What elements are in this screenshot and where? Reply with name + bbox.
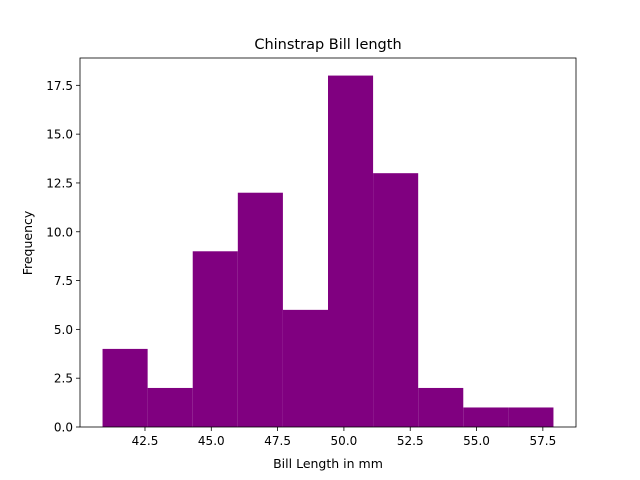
y-tick-label: 0.0 bbox=[54, 421, 73, 435]
x-tick-label: 42.5 bbox=[132, 434, 159, 448]
plot-frame bbox=[79, 57, 577, 428]
x-tick-label: 57.5 bbox=[529, 434, 556, 448]
histogram-bar bbox=[192, 251, 238, 427]
y-tick-label: 5.0 bbox=[54, 323, 73, 337]
x-axis-label: Bill Length in mm bbox=[273, 456, 383, 471]
y-tick-label: 17.5 bbox=[46, 79, 73, 93]
histogram-bar bbox=[328, 75, 374, 428]
y-tick-label: 2.5 bbox=[54, 372, 73, 386]
x-tick-label: 50.0 bbox=[331, 434, 358, 448]
histogram-bar bbox=[418, 387, 464, 427]
x-tick-label: 52.5 bbox=[397, 434, 424, 448]
histogram-bar bbox=[463, 407, 509, 427]
y-tick-label: 12.5 bbox=[46, 176, 73, 190]
y-axis-label: Frequency bbox=[20, 210, 35, 275]
y-ticks-group: 0.0 2.5 5.0 7.5 10.0 12.5 15.0 17.5 bbox=[46, 79, 80, 435]
x-tick-label: 47.5 bbox=[264, 434, 291, 448]
x-tick-label: 45.0 bbox=[198, 434, 225, 448]
histogram-bar bbox=[373, 173, 419, 427]
histogram-bar bbox=[102, 348, 148, 427]
x-ticks-group: 42.5 45.0 47.5 50.0 52.5 55.0 57.5 bbox=[132, 427, 556, 448]
y-tick-label: 15.0 bbox=[46, 128, 73, 142]
chart-title: Chinstrap Bill length bbox=[254, 37, 401, 53]
histogram-bar bbox=[147, 387, 193, 427]
bars-group bbox=[102, 75, 554, 428]
histogram-bar bbox=[237, 192, 283, 427]
y-tick-label: 7.5 bbox=[54, 274, 73, 288]
x-tick-label: 55.0 bbox=[463, 434, 490, 448]
y-tick-label: 10.0 bbox=[46, 225, 73, 239]
histogram-bar bbox=[508, 407, 554, 427]
histogram-bar bbox=[282, 309, 328, 427]
